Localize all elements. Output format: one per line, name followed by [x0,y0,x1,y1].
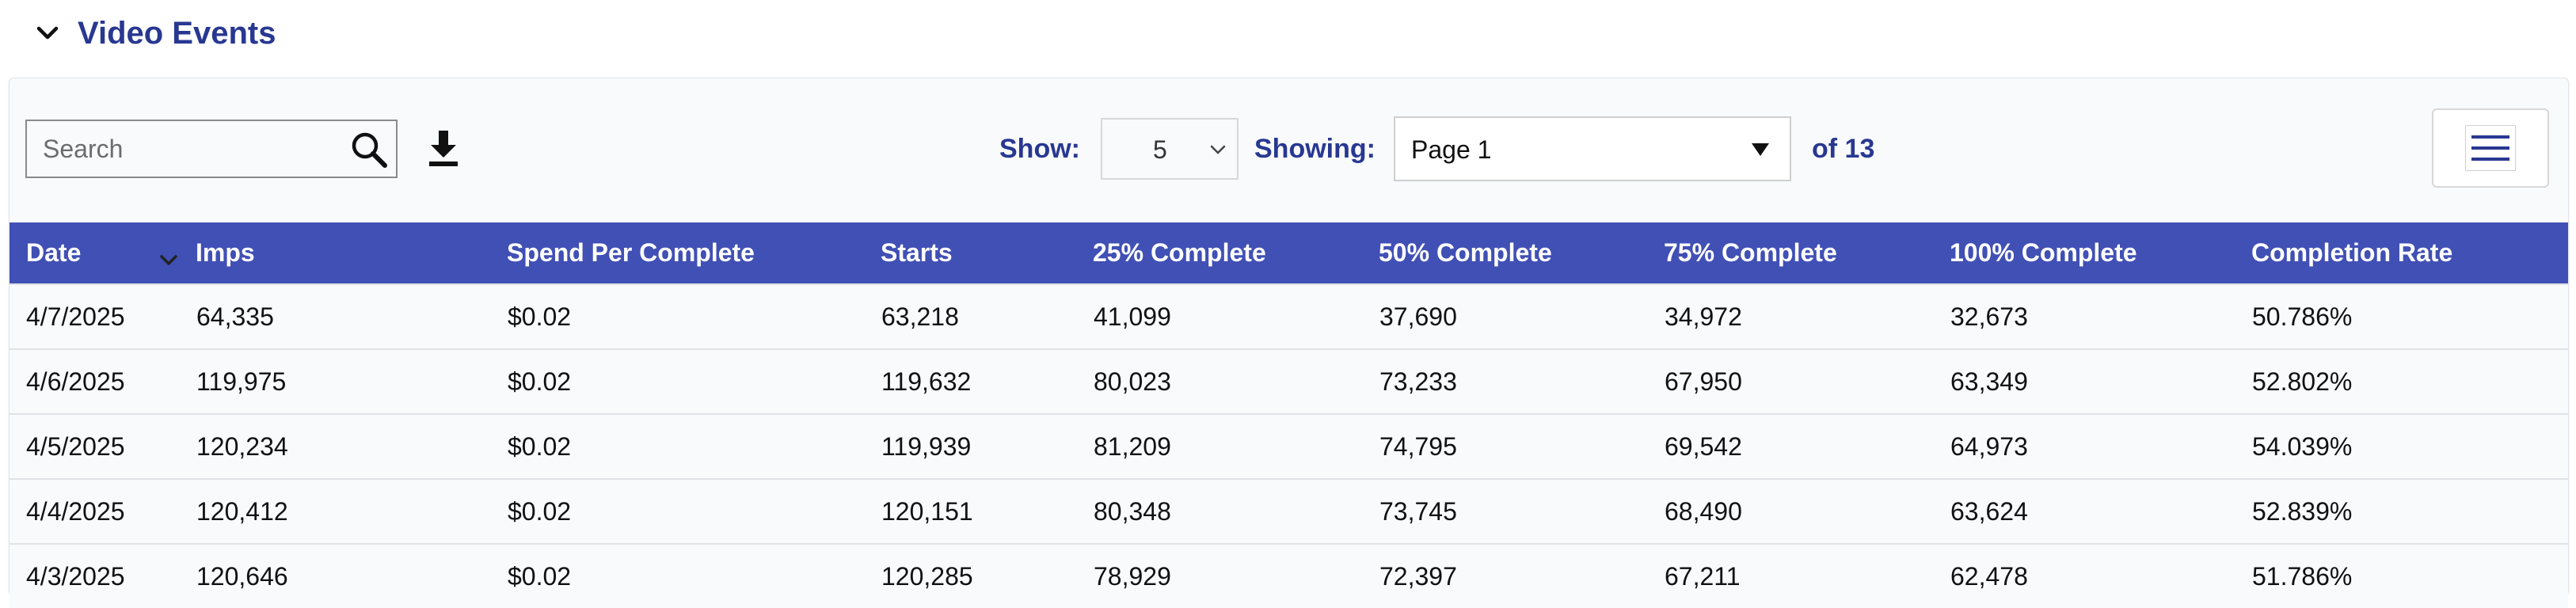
table-toolbar: Show: 5 Showing: Page 1 of 13 [10,78,2568,222]
cell-100-complete: 32,673 [1950,283,2251,349]
cell-50-complete: 37,690 [1379,283,1664,349]
cell-75-complete: 68,490 [1664,478,1950,544]
caret-down-icon [1750,142,1771,158]
table-header-row: Date Imps Spend Per Complete Starts 25% … [10,222,2568,284]
cell-75-complete: 67,211 [1664,543,1950,608]
column-header-100-complete[interactable]: 100% Complete [1950,238,2137,267]
cell-spend-per-complete: $0.02 [507,413,881,479]
cell-imps: 119,975 [196,348,507,414]
cell-25-complete: 78,929 [1093,543,1379,608]
cell-starts: 119,939 [881,413,1093,479]
sort-chevron-down-icon[interactable] [157,246,181,265]
cell-completion-rate: 50.786% [2251,283,2568,349]
show-label: Show: [999,134,1080,164]
column-header-50-complete[interactable]: 50% Complete [1379,238,1552,267]
table-row: 4/3/2025 120,646 $0.02 120,285 78,929 72… [10,543,2568,608]
cell-25-complete: 81,209 [1093,413,1379,479]
cell-25-complete: 80,023 [1093,348,1379,414]
cell-completion-rate: 52.839% [2251,478,2568,544]
page-select-value: Page 1 [1411,135,1492,164]
column-header-75-complete[interactable]: 75% Complete [1664,238,1837,267]
cell-spend-per-complete: $0.02 [507,283,881,349]
cell-date: 4/5/2025 [10,413,196,479]
cell-100-complete: 63,624 [1950,478,2251,544]
cell-50-complete: 74,795 [1379,413,1664,479]
cell-75-complete: 67,950 [1664,348,1950,414]
cell-date: 4/7/2025 [10,283,196,349]
cell-imps: 120,646 [196,543,507,608]
column-header-spend-per-complete[interactable]: Spend Per Complete [507,238,755,267]
cell-starts: 120,151 [881,478,1093,544]
search-icon[interactable] [348,129,390,170]
cell-completion-rate: 54.039% [2251,413,2568,479]
cell-spend-per-complete: $0.02 [507,348,881,414]
cell-spend-per-complete: $0.02 [507,478,881,544]
column-header-label: Date [26,238,82,267]
chevron-down-icon [1207,140,1229,159]
column-menu-button[interactable] [2432,108,2549,188]
video-events-table: Date Imps Spend Per Complete Starts 25% … [10,222,2568,608]
rows-per-page-value: 5 [1153,135,1167,164]
cell-completion-rate: 51.786% [2251,543,2568,608]
page-count-label: of 13 [1812,134,1875,164]
table-row: 4/7/2025 64,335 $0.02 63,218 41,099 37,6… [10,283,2568,349]
cell-starts: 120,285 [881,543,1093,608]
table-row: 4/5/2025 120,234 $0.02 119,939 81,209 74… [10,413,2568,479]
showing-label: Showing: [1254,134,1376,164]
section-header[interactable]: Video Events [32,11,276,55]
rows-per-page-select[interactable]: 5 [1101,118,1239,180]
cell-50-complete: 72,397 [1379,543,1664,608]
search-box[interactable] [25,120,398,178]
cell-50-complete: 73,745 [1379,478,1664,544]
cell-25-complete: 80,348 [1093,478,1379,544]
cell-spend-per-complete: $0.02 [507,543,881,608]
column-header-starts[interactable]: Starts [881,238,953,267]
video-events-panel: Show: 5 Showing: Page 1 of 13 [9,78,2569,608]
cell-starts: 63,218 [881,283,1093,349]
table-row: 4/6/2025 119,975 $0.02 119,632 80,023 73… [10,348,2568,414]
cell-imps: 120,234 [196,413,507,479]
page-select[interactable]: Page 1 [1394,116,1791,181]
chevron-down-icon[interactable] [32,17,63,49]
cell-75-complete: 69,542 [1664,413,1950,479]
cell-100-complete: 64,973 [1950,413,2251,479]
cell-date: 4/4/2025 [10,478,196,544]
section-title: Video Events [78,15,276,51]
cell-75-complete: 34,972 [1664,283,1950,349]
column-header-completion-rate[interactable]: Completion Rate [2251,238,2453,267]
hamburger-menu-icon [2465,125,2516,171]
cell-100-complete: 63,349 [1950,348,2251,414]
cell-100-complete: 62,478 [1950,543,2251,608]
column-header-25-complete[interactable]: 25% Complete [1093,238,1266,267]
cell-50-complete: 73,233 [1379,348,1664,414]
search-input[interactable] [27,121,344,177]
cell-imps: 64,335 [196,283,507,349]
cell-date: 4/6/2025 [10,348,196,414]
table-row: 4/4/2025 120,412 $0.02 120,151 80,348 73… [10,478,2568,544]
cell-starts: 119,632 [881,348,1093,414]
cell-25-complete: 41,099 [1093,283,1379,349]
download-icon[interactable] [421,126,466,170]
cell-completion-rate: 52.802% [2251,348,2568,414]
column-header-imps[interactable]: Imps [196,238,255,267]
cell-imps: 120,412 [196,478,507,544]
cell-date: 4/3/2025 [10,543,196,608]
column-header-date[interactable]: Date [10,222,196,284]
